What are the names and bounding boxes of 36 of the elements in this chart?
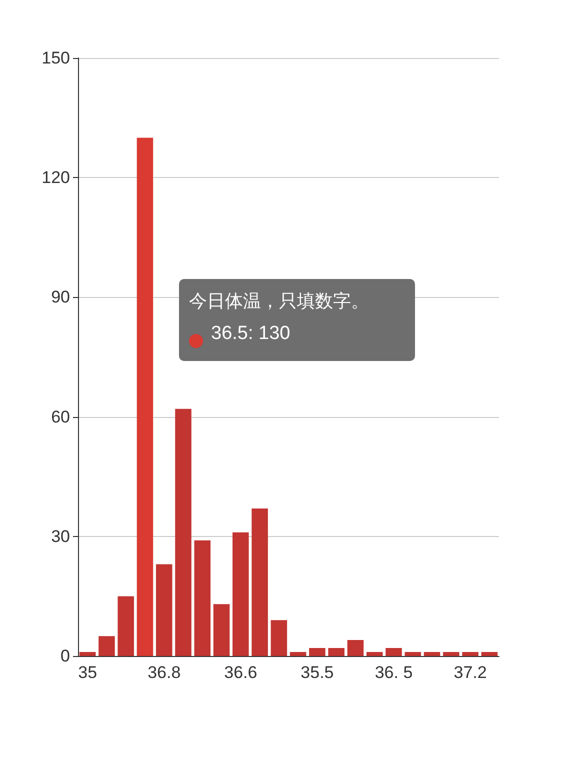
bar [118, 596, 134, 656]
x-tick-label: 36.6 [224, 663, 258, 682]
bar [98, 636, 115, 656]
annotation: 今日体温，只填数字。 [189, 290, 370, 313]
bar [175, 408, 192, 656]
bar [290, 652, 306, 656]
y-tick-label: 60 [51, 407, 70, 426]
bar [213, 604, 230, 656]
y-tick-label: 0 [60, 646, 70, 666]
x-tick-label: 36. 5 [374, 663, 413, 682]
bar [386, 648, 402, 656]
annotation: 36.5: 130 [211, 323, 292, 345]
bar [194, 540, 211, 656]
bar [347, 640, 364, 656]
y-tick-label: 90 [51, 288, 70, 307]
bar [404, 652, 422, 656]
x-tick-label: 37.2 [454, 663, 487, 682]
bar [481, 652, 498, 656]
x-tick-label: 36.8 [148, 663, 181, 682]
bar [366, 652, 383, 656]
x-tick-label: 35.5 [300, 663, 334, 682]
x-tick-label: 35 [78, 663, 98, 682]
bar [309, 648, 326, 656]
bar [270, 620, 288, 656]
bar [443, 652, 460, 656]
bar [136, 138, 154, 656]
y-tick-label: 30 [51, 526, 70, 546]
bar [424, 652, 440, 656]
bar [252, 508, 268, 656]
bar [156, 564, 172, 656]
bar [79, 652, 96, 656]
bar [328, 648, 344, 656]
y-tick-label: 150 [42, 48, 70, 68]
bar [232, 532, 249, 656]
bar [462, 652, 478, 656]
y-tick-label: 120 [42, 168, 70, 188]
